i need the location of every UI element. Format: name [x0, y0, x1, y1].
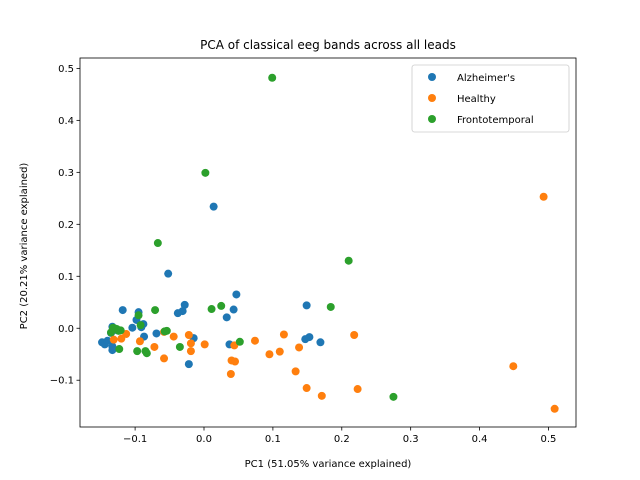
data-point [153, 239, 162, 248]
data-point [186, 339, 195, 348]
legend-label: Alzheimer's [457, 73, 515, 84]
data-point [175, 342, 184, 351]
y-tick-label: 0.4 [58, 116, 74, 127]
legend-marker [428, 94, 436, 102]
data-point [344, 256, 353, 265]
data-point [151, 306, 160, 315]
x-tick-label: 0.3 [403, 434, 419, 445]
legend-marker [428, 115, 436, 123]
data-point [118, 306, 127, 315]
data-point [235, 337, 244, 346]
data-point [142, 349, 151, 358]
data-point [135, 337, 144, 346]
data-point [302, 301, 311, 310]
data-point [184, 360, 193, 369]
x-axis-label: PC1 (51.05% variance explained) [245, 459, 412, 470]
data-point [350, 331, 359, 340]
data-point [207, 305, 216, 314]
series-alzheimer-s [98, 202, 325, 369]
data-point [180, 300, 189, 309]
data-point [275, 347, 284, 356]
y-tick-label: 0.1 [58, 272, 74, 283]
data-point [115, 345, 124, 354]
x-tick-label: 0.4 [472, 434, 488, 445]
data-point [316, 338, 325, 347]
data-point [353, 385, 362, 394]
legend-box [411, 64, 570, 133]
data-point [265, 350, 274, 359]
y-tick-label: −0.1 [50, 376, 74, 387]
data-point [160, 354, 169, 363]
x-tick-label: 0.5 [540, 434, 556, 445]
series-frontotemporal [107, 73, 398, 401]
legend-item: Alzheimer's [428, 73, 515, 84]
legend-marker [428, 73, 436, 81]
data-point [229, 305, 238, 314]
plot-frame [79, 57, 577, 428]
y-axis-label: PC2 (20.21% variance explained) [19, 163, 30, 330]
data-point [539, 192, 548, 201]
data-point [301, 335, 310, 344]
data-point [389, 392, 398, 401]
data-point [317, 391, 326, 400]
data-point [217, 301, 226, 310]
data-point [302, 384, 311, 393]
y-tick-label: 0.5 [58, 64, 74, 75]
data-point [103, 336, 112, 345]
data-point [109, 335, 118, 344]
legend-label: Frontotemporal [457, 115, 534, 126]
data-point [231, 357, 239, 366]
plot-marks [98, 73, 559, 413]
data-point [134, 311, 143, 320]
data-point [152, 329, 161, 338]
data-point [184, 331, 193, 340]
data-point [509, 362, 518, 371]
chart-title: PCA of classical eeg bands across all le… [200, 38, 456, 52]
x-tick-label: −0.1 [123, 434, 147, 445]
x-tick-label: 0.2 [334, 434, 350, 445]
legend-label: Healthy [457, 94, 496, 105]
data-point [201, 168, 210, 177]
y-tick-label: 0.0 [58, 324, 74, 335]
data-point [226, 369, 235, 378]
data-point [279, 330, 288, 339]
y-axis-ticks: −0.1 0.0 0.1 0.2 0.3 0.4 0.5 [50, 64, 80, 387]
data-point [150, 342, 159, 351]
data-point [222, 313, 231, 322]
data-point [200, 340, 209, 349]
data-point [128, 323, 137, 332]
data-point [133, 347, 142, 356]
data-point [268, 73, 277, 82]
data-point [232, 290, 241, 299]
data-point [291, 367, 300, 376]
data-point [116, 326, 125, 335]
data-point [164, 269, 173, 278]
x-tick-label: 0.1 [265, 434, 281, 445]
data-point [117, 334, 126, 343]
data-point [209, 202, 218, 211]
y-tick-label: 0.2 [58, 220, 74, 231]
data-point [295, 343, 304, 352]
data-point [186, 347, 195, 356]
legend-item: Frontotemporal [428, 115, 534, 126]
data-point [160, 327, 169, 336]
legend: Alzheimer's Healthy Frontotemporal [411, 64, 570, 133]
data-point [326, 302, 335, 311]
data-point [169, 332, 178, 341]
data-point [108, 346, 117, 355]
x-tick-label: 0.0 [196, 434, 212, 445]
y-tick-label: 0.3 [58, 168, 74, 179]
series-healthy [109, 192, 559, 413]
data-point [250, 336, 259, 345]
data-point [550, 404, 559, 413]
x-axis-ticks: −0.1 0.0 0.1 0.2 0.3 0.4 0.5 [123, 427, 556, 445]
data-point [136, 321, 145, 330]
legend-item: Healthy [428, 94, 496, 105]
data-point [173, 309, 182, 318]
